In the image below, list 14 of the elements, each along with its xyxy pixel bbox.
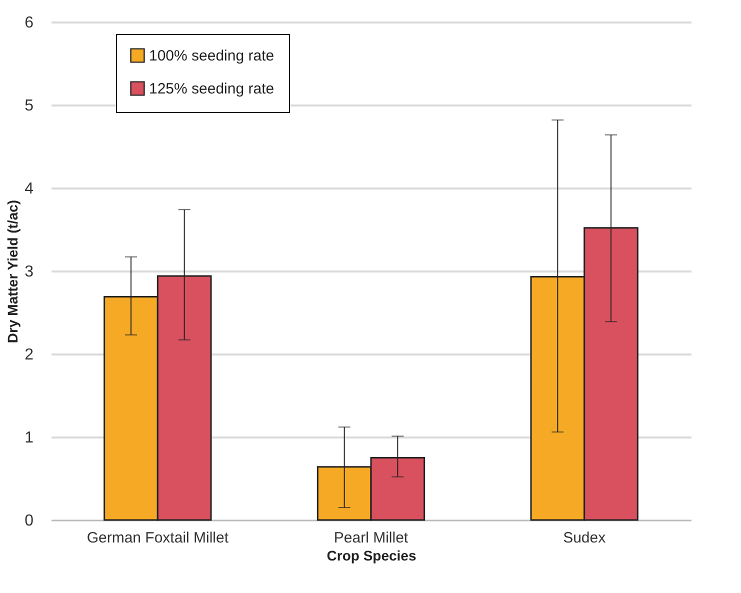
y-tick-label: 2 xyxy=(24,346,34,364)
x-tick-label: Pearl Millet xyxy=(334,530,409,546)
x-tick-label: Sudex xyxy=(563,530,606,546)
x-axis-title: Crop Species xyxy=(326,548,416,564)
y-tick-label: 0 xyxy=(24,512,34,530)
y-tick-label: 6 xyxy=(24,14,34,32)
legend-label: 125% seeding rate xyxy=(149,80,274,98)
y-axis-title: Dry Matter Yield (t/ac) xyxy=(4,200,21,344)
y-tick-label: 5 xyxy=(24,98,34,114)
y-tick-label: 3 xyxy=(24,264,34,280)
legend-label: 100% seeding rate xyxy=(149,48,274,64)
y-tick-label: 1 xyxy=(24,430,34,446)
y-tick-label: 4 xyxy=(24,180,34,198)
x-tick-label: German Foxtail Millet xyxy=(86,530,230,546)
